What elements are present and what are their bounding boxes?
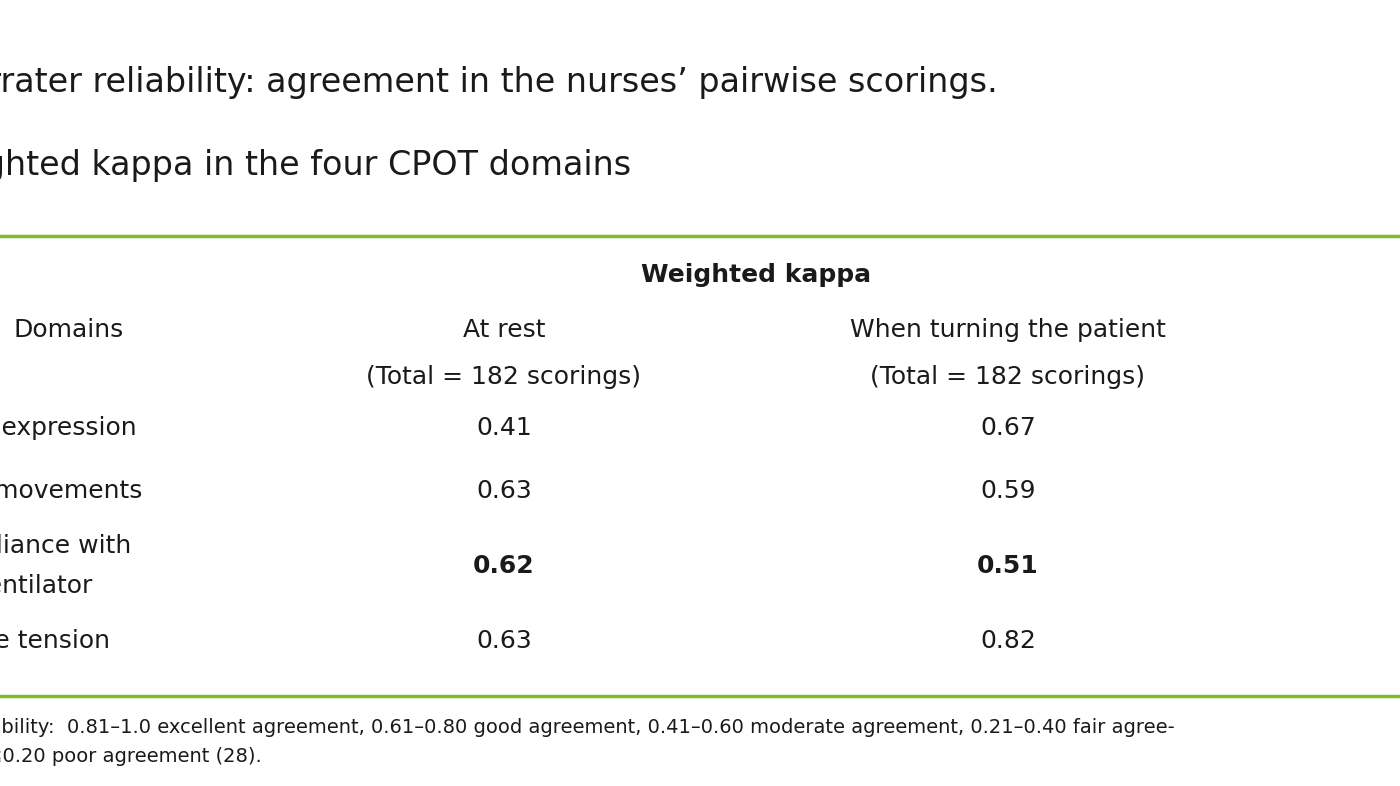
Text: 0.82: 0.82 [980,629,1036,652]
Text: 0.51: 0.51 [977,554,1039,578]
Text: Acceptability:  0.81–1.0 excellent agreement, 0.61–0.80 good agreement, 0.41–0.6: Acceptability: 0.81–1.0 excellent agreem… [0,718,1175,736]
Text: (Total = 182 scorings): (Total = 182 scorings) [871,365,1145,389]
Text: 0.62: 0.62 [473,554,535,578]
Text: Muscle tension: Muscle tension [0,629,111,652]
Text: Body movements: Body movements [0,479,143,503]
Text: Weighted kappa: Weighted kappa [641,263,871,287]
Text: At rest: At rest [463,318,545,342]
Text: (Total = 182 scorings): (Total = 182 scorings) [367,365,641,389]
Text: 0.67: 0.67 [980,417,1036,440]
Text: 0.63: 0.63 [476,629,532,652]
Text: Facial expression: Facial expression [0,417,137,440]
Text: Interrater reliability: agreement in the nurses’ pairwise scorings.: Interrater reliability: agreement in the… [0,66,998,99]
Text: 0.63: 0.63 [476,479,532,503]
Text: the ventilator: the ventilator [0,574,92,597]
Text: When turning the patient: When turning the patient [850,318,1166,342]
Text: 0.41: 0.41 [476,417,532,440]
Text: Compliance with: Compliance with [0,534,132,558]
Text: 0.59: 0.59 [980,479,1036,503]
Text: Domains: Domains [14,318,125,342]
Text: Weighted kappa in the four CPOT domains: Weighted kappa in the four CPOT domains [0,149,631,182]
Text: ment, ≤0.20 poor agreement (28).: ment, ≤0.20 poor agreement (28). [0,747,262,766]
